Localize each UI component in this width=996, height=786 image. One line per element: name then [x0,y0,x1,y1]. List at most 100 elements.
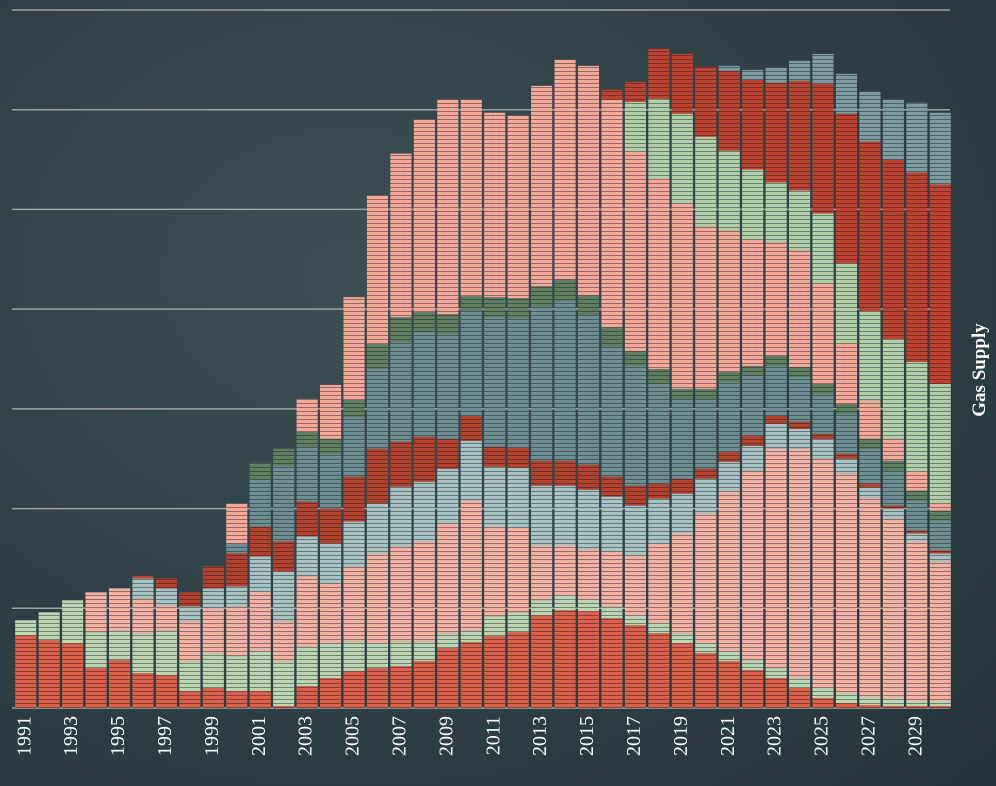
bar-texture [460,415,482,441]
bar-texture [366,344,389,369]
bar-texture [343,297,365,400]
bar-texture [577,489,600,550]
bar-texture [484,636,506,708]
bar-texture [202,566,224,589]
bar-texture [929,561,951,702]
bar-texture [343,641,365,672]
bar-texture [437,468,459,524]
bar-texture [718,70,740,151]
bar-texture [648,48,670,99]
bar-texture [906,701,928,707]
bar-texture [812,438,834,459]
bar-texture [812,393,834,434]
x-tick-label: 2019 [670,716,692,756]
x-tick-label: 2025 [811,716,833,756]
bar-texture [718,150,740,231]
bar-texture [695,136,717,227]
bar-texture [906,500,928,531]
bar-texture [906,471,928,491]
bar-texture [648,383,670,484]
bar-texture [366,448,389,504]
bar-texture [929,706,951,708]
bar-texture [765,668,787,679]
bar-texture [742,69,764,80]
bar-texture [765,67,787,83]
bar-texture [906,533,928,542]
bar-texture [671,203,693,389]
bar-texture [554,595,576,611]
bar-texture [906,361,928,472]
x-tick-label: 2013 [529,716,551,756]
bar-texture [765,82,787,183]
bar-texture [624,485,646,506]
bar-texture [742,79,764,170]
bar-texture [155,675,177,708]
bar-texture [577,599,600,612]
x-tick-label: 2011 [482,716,504,755]
bar-texture [742,435,764,446]
bar-texture [929,383,951,504]
bar-texture [179,606,201,622]
bar-texture [789,60,811,81]
bar-texture [812,83,834,214]
bar-texture [226,586,248,607]
bar-texture [648,633,670,708]
bar-texture [460,642,482,708]
bar-texture [648,178,670,369]
bar-texture [296,398,318,432]
bar-texture [929,520,951,551]
bar-texture [437,438,459,469]
bar-texture [906,541,928,702]
bar-texture [718,381,740,452]
bar-texture [859,705,881,708]
bar-texture [249,651,271,692]
bar-texture [273,706,295,708]
bar-texture [437,314,459,335]
bar-texture [226,606,248,657]
bar-texture [835,403,858,414]
bar-texture [906,172,928,362]
bar-texture [929,503,951,511]
bar-texture [273,571,295,622]
bar-texture [835,473,858,694]
bar-texture [296,536,318,577]
bar-texture [624,555,646,616]
bar-texture [108,630,131,661]
bar-texture [789,428,811,449]
bar-texture [249,591,271,652]
bar-texture [742,169,764,240]
bar-texture [812,53,834,84]
bar-texture [296,576,318,647]
bar-texture [531,545,553,601]
bar-texture [859,400,881,439]
bar-texture [437,334,459,439]
bar-texture [366,643,389,669]
bar-texture [531,85,553,287]
x-tick-label: 2021 [717,716,739,756]
x-tick-label: 2027 [858,716,880,756]
bar-texture [249,526,271,557]
bar-texture [718,65,740,71]
x-tick-label: 2023 [764,716,786,756]
bar-texture [249,479,271,527]
bar-texture [859,438,881,449]
bar-texture [132,578,154,599]
bar-texture [765,356,787,366]
bar-texture [812,688,834,699]
bar-texture [695,226,717,389]
bar-texture [929,553,951,562]
bar-texture [624,625,646,708]
bar-texture [882,706,904,708]
bar-texture [695,388,717,399]
bar-texture [484,446,506,467]
bar-texture [671,633,693,644]
bar-texture [671,533,693,634]
bar-texture [85,632,107,669]
bar-texture [179,691,201,708]
bar-texture [695,468,717,479]
bar-texture [296,501,318,537]
bar-texture [531,600,553,616]
bar-texture [624,81,646,102]
bar-texture [835,343,858,404]
bar-texture [695,478,717,514]
